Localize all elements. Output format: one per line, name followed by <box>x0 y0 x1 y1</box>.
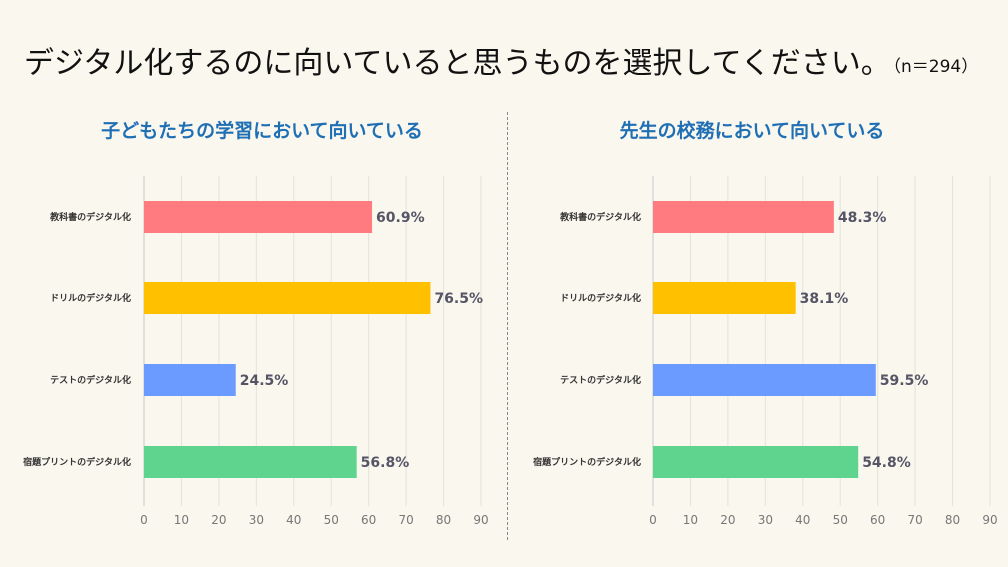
left-category-label-2: ドリルのデジタル化 <box>50 292 131 304</box>
left-tick-label-60: 60 <box>361 513 376 527</box>
left-category-label-3: テストのデジタル化 <box>50 374 131 386</box>
page-title: デジタル化するのに向いていると思うものを選択してください。 <box>24 46 891 81</box>
right-tick-label-0: 0 <box>649 513 657 527</box>
left-value-label-2: 76.5% <box>434 291 483 307</box>
right-tick-label-20: 20 <box>720 513 735 527</box>
right-category-label-4: 宿題プリントのデジタル化 <box>533 456 641 468</box>
right-bar-4 <box>653 446 859 478</box>
left-value-label-3: 24.5% <box>240 373 289 389</box>
chart-divider <box>507 112 508 540</box>
right-category-label-2: ドリルのデジタル化 <box>560 292 641 304</box>
right-category-label-1: 教科書のデジタル化 <box>559 211 641 223</box>
left-tick-label-50: 50 <box>324 513 339 527</box>
right-tick-label-70: 70 <box>907 513 922 527</box>
right-tick-label-40: 40 <box>795 513 810 527</box>
right-value-label-4: 54.8% <box>862 455 911 471</box>
left-tick-label-10: 10 <box>174 513 189 527</box>
left-tick-label-30: 30 <box>249 513 264 527</box>
right-tick-label-80: 80 <box>945 513 960 527</box>
left-category-label-4: 宿題プリントのデジタル化 <box>23 456 131 468</box>
right-value-label-3: 59.5% <box>880 373 929 389</box>
right-tick-label-60: 60 <box>870 513 885 527</box>
right-value-label-1: 48.3% <box>838 210 887 226</box>
left-value-label-1: 60.9% <box>376 210 425 226</box>
right-value-label-2: 38.1% <box>800 291 849 307</box>
left-tick-label-80: 80 <box>436 513 451 527</box>
left-tick-label-40: 40 <box>286 513 301 527</box>
left-tick-label-20: 20 <box>211 513 226 527</box>
left-tick-label-70: 70 <box>398 513 413 527</box>
right-tick-label-30: 30 <box>758 513 773 527</box>
left-tick-label-90: 90 <box>473 513 488 527</box>
right-bar-1 <box>653 201 834 233</box>
left-value-label-4: 56.8% <box>361 455 410 471</box>
right-tick-label-90: 90 <box>982 513 997 527</box>
right-tick-label-50: 50 <box>833 513 848 527</box>
left-category-label-1: 教科書のデジタル化 <box>49 211 131 223</box>
right-tick-label-10: 10 <box>683 513 698 527</box>
left-bar-3 <box>144 364 236 396</box>
sample-size-label: （n＝294） <box>884 57 979 77</box>
left-tick-label-0: 0 <box>140 513 148 527</box>
left-bar-1 <box>144 201 373 233</box>
right-chart-title: 先生の校務において向いている <box>619 120 885 142</box>
left-chart-title: 子どもたちの学習において向いている <box>101 120 423 142</box>
left-bar-2 <box>144 282 431 314</box>
right-category-label-3: テストのデジタル化 <box>560 374 641 386</box>
right-bar-2 <box>653 282 796 314</box>
right-bar-3 <box>653 364 876 396</box>
left-bar-4 <box>144 446 357 478</box>
